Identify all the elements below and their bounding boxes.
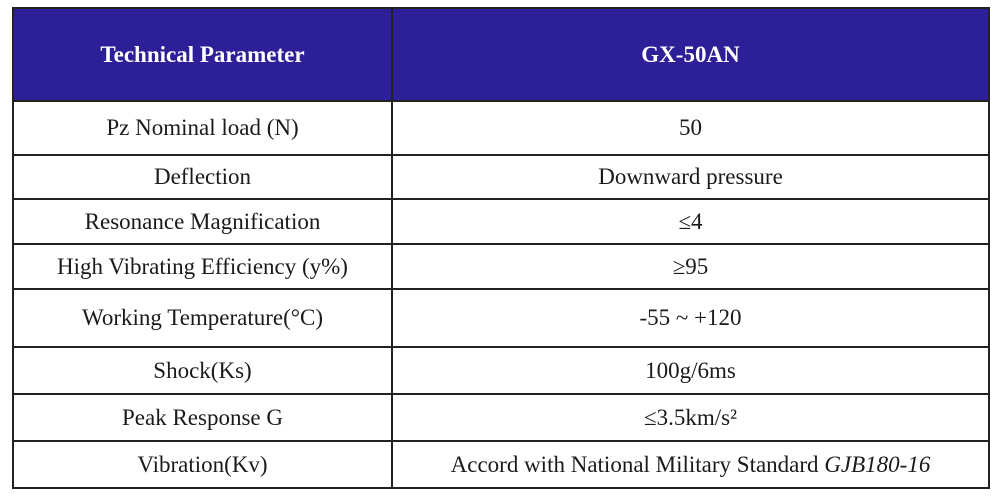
header-technical-parameter: Technical Parameter: [12, 7, 393, 102]
table-row: Working Temperature(°C) -55 ~ +120: [12, 288, 990, 348]
table-row: Peak Response G ≤3.5km/s²: [12, 393, 990, 442]
param-cell: Vibration(Kv): [12, 440, 393, 489]
value-cell: Downward pressure: [391, 154, 990, 200]
value-cell: 50: [391, 100, 990, 156]
param-cell: Shock(Ks): [12, 346, 393, 395]
table-row: High Vibrating Efficiency (y%) ≥95: [12, 243, 990, 290]
table-row: Deflection Downward pressure: [12, 154, 990, 200]
table-row: Vibration(Kv) Accord with National Milit…: [12, 440, 990, 489]
param-cell: Resonance Magnification: [12, 198, 393, 245]
value-cell: Accord with National Military Standard G…: [391, 440, 990, 489]
table-header-row: Technical Parameter GX-50AN: [12, 7, 990, 102]
param-cell: Working Temperature(°C): [12, 288, 393, 348]
value-cell: 100g/6ms: [391, 346, 990, 395]
table-row: Pz Nominal load (N) 50: [12, 100, 990, 156]
table-row: Resonance Magnification ≤4: [12, 198, 990, 245]
header-model: GX-50AN: [391, 7, 990, 102]
table-row: Shock(Ks) 100g/6ms: [12, 346, 990, 395]
value-cell: ≥95: [391, 243, 990, 290]
param-cell: Pz Nominal load (N): [12, 100, 393, 156]
value-text: Accord with National Military Standard: [450, 451, 819, 477]
param-cell: Peak Response G: [12, 393, 393, 442]
value-cell: ≤4: [391, 198, 990, 245]
param-cell: High Vibrating Efficiency (y%): [12, 243, 393, 290]
value-cell: ≤3.5km/s²: [391, 393, 990, 442]
standard-code: GJB180-16: [824, 451, 931, 477]
param-cell: Deflection: [12, 154, 393, 200]
technical-parameter-table: Technical Parameter GX-50AN Pz Nominal l…: [12, 7, 990, 489]
value-cell: -55 ~ +120: [391, 288, 990, 348]
